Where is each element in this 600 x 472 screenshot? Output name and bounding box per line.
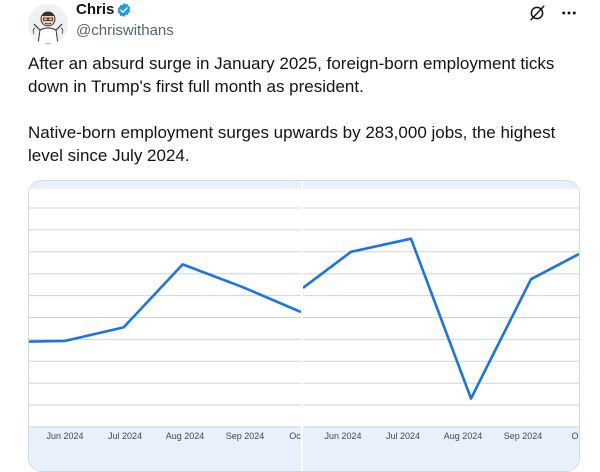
tweet-paragraph-1: After an absurd surge in January 2025, f…	[28, 54, 555, 96]
chart-top-band	[303, 181, 579, 189]
tweet-paragraph-2: Native-born employment surges upwards by…	[28, 123, 556, 165]
avatar-illustration	[28, 4, 68, 44]
chart-x-tick-label: O	[571, 431, 578, 441]
avatar[interactable]	[28, 4, 68, 44]
chart-x-tick-label: Jul 2024	[386, 431, 420, 441]
chart-x-tick-label: Jun 2024	[46, 431, 83, 441]
tweet-text: After an absurd surge in January 2025, f…	[28, 52, 576, 167]
verified-badge-icon	[117, 3, 131, 17]
chart-right: Jun 2024 Jul 2024 Aug 2024 Sep 2024 O	[303, 181, 579, 471]
chart-x-tick-label: Aug 2024	[444, 431, 483, 441]
grok-icon[interactable]	[528, 4, 546, 22]
tweet-media[interactable]: Jun 2024 Jul 2024 Aug 2024 Sep 2024 Oc Jun 2…	[28, 180, 580, 472]
chart-image-right[interactable]: Jun 2024 Jul 2024 Aug 2024 Sep 2024 O	[303, 181, 579, 471]
chart-x-tick-label: Sep 2024	[504, 431, 543, 441]
chart-left: Jun 2024 Jul 2024 Aug 2024 Sep 2024 Oc	[29, 181, 301, 471]
chart-x-tick-label: Sep 2024	[226, 431, 265, 441]
chart-x-tick-label: Aug 2024	[166, 431, 205, 441]
chart-top-band	[29, 181, 301, 189]
media-divider	[301, 181, 303, 471]
chart-x-tick-label: Jul 2024	[108, 431, 142, 441]
more-options-icon[interactable]	[560, 4, 578, 22]
chart-x-tick-label: Jun 2024	[324, 431, 361, 441]
author-name[interactable]: Chris	[76, 1, 115, 18]
chart-x-tick-label: Oc	[289, 431, 301, 441]
chart-series-line	[29, 263, 301, 343]
chart-series-line	[303, 237, 579, 400]
chart-image-left[interactable]: Jun 2024 Jul 2024 Aug 2024 Sep 2024 Oc	[29, 181, 301, 471]
author-handle[interactable]: @chriswithans	[76, 22, 174, 39]
